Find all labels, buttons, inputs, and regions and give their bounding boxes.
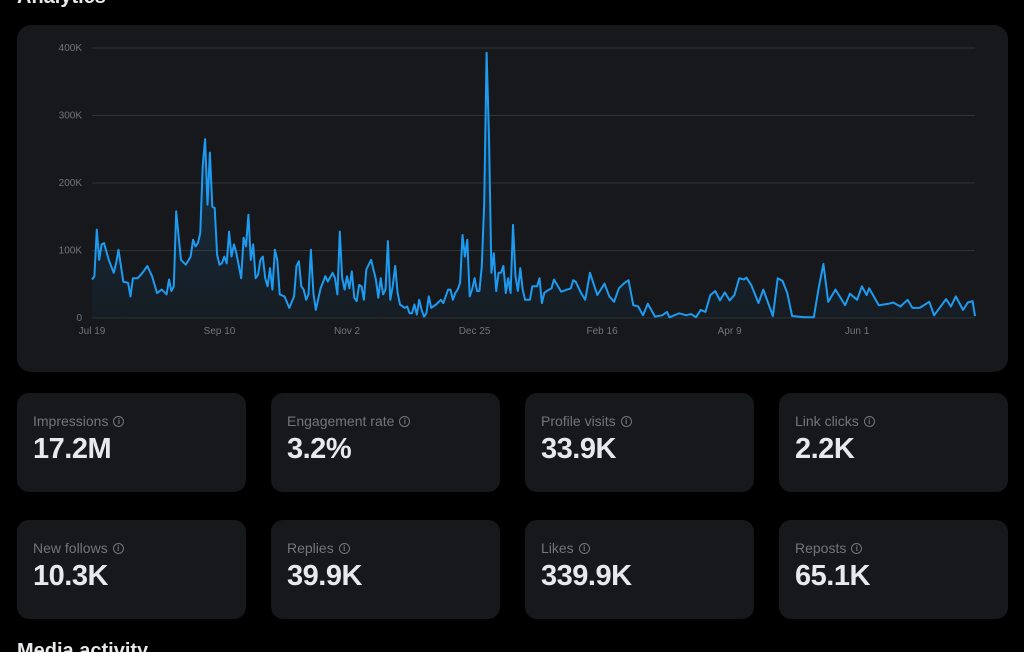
info-icon[interactable]: i: [620, 415, 632, 427]
y-tick-label: 400K: [59, 43, 83, 54]
x-tick-label: Sep 10: [204, 326, 236, 337]
stat-card-replies[interactable]: Replies i 39.9K: [271, 520, 500, 619]
x-tick-label: Feb 16: [587, 326, 619, 337]
info-icon[interactable]: i: [863, 415, 875, 427]
stat-value: 17.2M: [33, 433, 112, 465]
stat-value: 2.2K: [795, 433, 855, 465]
info-icon[interactable]: i: [851, 542, 863, 554]
stat-label: Likes: [541, 540, 574, 556]
x-tick-label: Apr 9: [718, 326, 742, 337]
impressions-chart-card: 0 100K 200K 300K 400K Jul 19 Sep 10 Nov 2 Dec 2…: [17, 25, 1008, 372]
stat-card-likes[interactable]: Likes i 339.9K: [525, 520, 754, 619]
x-tick-label: Nov 2: [334, 326, 361, 337]
stat-card-profile-visits[interactable]: Profile visits i 33.9K: [525, 393, 754, 492]
stat-value: 65.1K: [795, 560, 870, 592]
stat-value: 33.9K: [541, 433, 616, 465]
stat-label: Impressions: [33, 413, 109, 429]
y-tick-label: 300K: [59, 111, 83, 122]
page-title: Analytics: [17, 0, 106, 9]
impressions-chart[interactable]: 0 100K 200K 300K 400K Jul 19 Sep 10 Nov 2 Dec 2…: [17, 25, 1008, 372]
x-tick-label: Jun 1: [845, 326, 870, 337]
y-tick-label: 200K: [59, 178, 83, 189]
stat-label: Link clicks: [795, 413, 859, 429]
stat-value: 39.9K: [287, 560, 362, 592]
stat-label: Engagement rate: [287, 413, 395, 429]
x-tick-label: Dec 25: [459, 326, 491, 337]
stat-card-link-clicks[interactable]: Link clicks i 2.2K: [779, 393, 1008, 492]
info-icon[interactable]: i: [113, 415, 125, 427]
stat-card-new-follows[interactable]: New follows i 10.3K: [17, 520, 246, 619]
info-icon[interactable]: i: [112, 542, 124, 554]
y-tick-label: 0: [76, 313, 82, 324]
info-icon[interactable]: i: [578, 542, 590, 554]
series-area: [92, 52, 975, 318]
stat-label: Reposts: [795, 540, 847, 556]
info-icon[interactable]: i: [338, 542, 350, 554]
stat-value: 10.3K: [33, 560, 108, 592]
y-tick-label: 100K: [59, 246, 83, 257]
stat-value: 339.9K: [541, 560, 632, 592]
x-tick-label: Jul 19: [79, 326, 106, 337]
stat-card-impressions[interactable]: Impressions i 17.2M: [17, 393, 246, 492]
stat-label: Profile visits: [541, 413, 616, 429]
stats-grid: Impressions i 17.2M Engagement rate i 3.2% P…: [17, 393, 1008, 619]
info-icon[interactable]: i: [399, 415, 411, 427]
stat-card-engagement-rate[interactable]: Engagement rate i 3.2%: [271, 393, 500, 492]
series-line: [91, 51, 976, 319]
stat-card-reposts[interactable]: Reposts i 65.1K: [779, 520, 1008, 619]
stat-label: Replies: [287, 540, 334, 556]
stat-value: 3.2%: [287, 433, 352, 465]
media-activity-heading: Media activity: [17, 640, 149, 652]
stat-label: New follows: [33, 540, 108, 556]
